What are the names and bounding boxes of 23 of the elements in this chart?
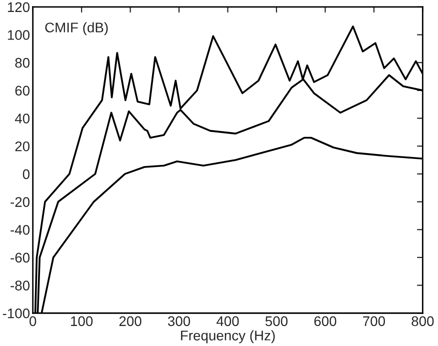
- x-tick-label: 200: [119, 316, 142, 326]
- y-tick-label: 0: [22, 169, 30, 180]
- x-tick-label: 600: [314, 316, 336, 326]
- y-tick-label: 20: [15, 141, 30, 152]
- x-tick-label: 800: [412, 316, 434, 326]
- y-tick-label: -100: [2, 308, 30, 318]
- y-tick-label: 120: [8, 2, 30, 12]
- x-tick-label: 500: [265, 316, 288, 326]
- x-tick-label: 400: [216, 316, 239, 326]
- y-tick-label: -20: [10, 197, 30, 207]
- y-tick-label: -60: [10, 252, 30, 263]
- x-tick-label: 100: [71, 316, 93, 326]
- y-tick-label: -80: [10, 280, 30, 290]
- x-axis-title: Frequency (Hz): [181, 330, 275, 344]
- x-tick-label: 0: [30, 316, 36, 326]
- y-tick-label: 100: [8, 30, 30, 40]
- y-tick-label: -40: [10, 224, 30, 235]
- y-tick-label: 60: [15, 86, 30, 96]
- x-tick-label: 300: [168, 316, 190, 326]
- y-tick-label: 80: [15, 58, 30, 68]
- annotation: CMIF (dB): [45, 22, 108, 36]
- x-tick-label: 700: [363, 316, 385, 326]
- y-tick-label: 40: [14, 114, 30, 124]
